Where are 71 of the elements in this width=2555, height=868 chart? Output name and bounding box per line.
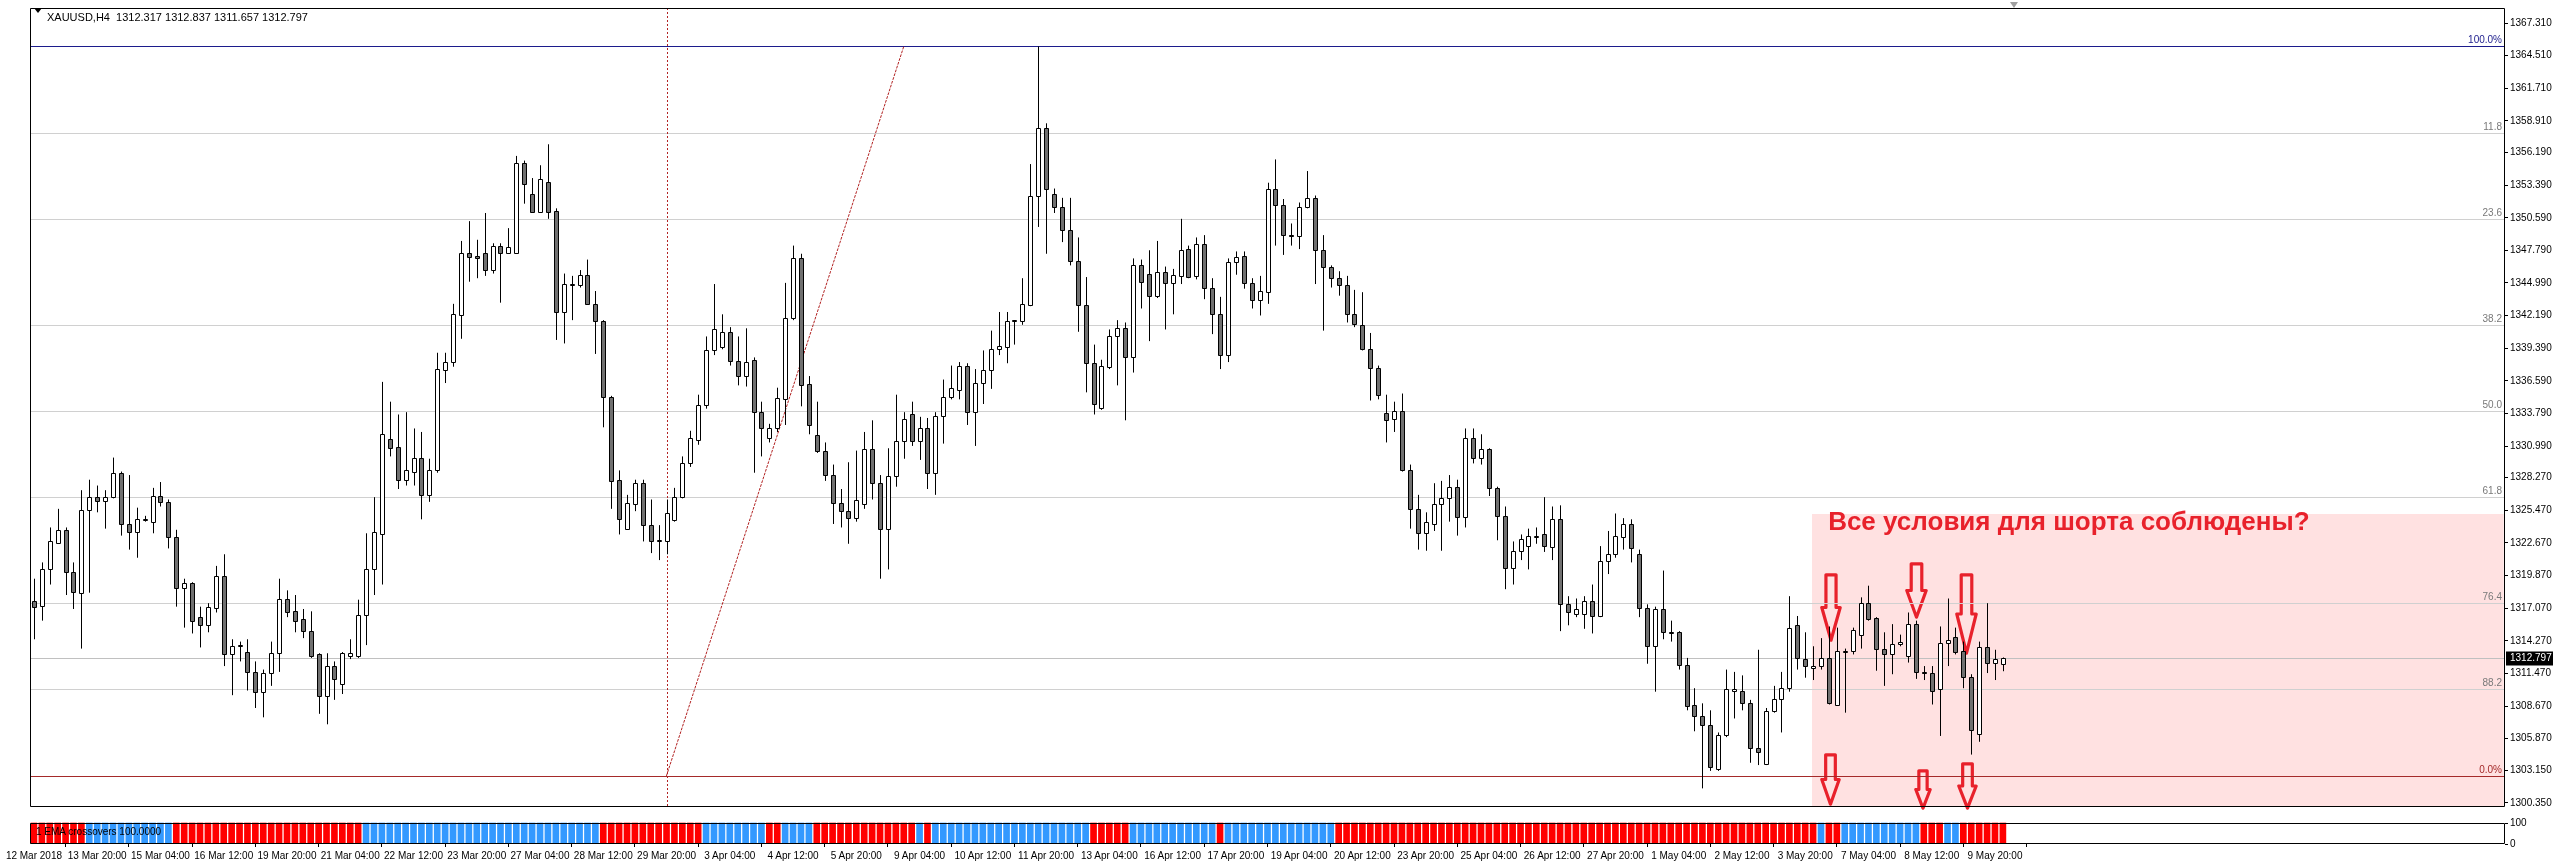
x-tick-label: 2 May 12:00 [1714, 849, 1770, 861]
x-tick-label: 13 Apr 04:00 [1080, 849, 1139, 861]
y-tick-label: 1319.870 [2510, 569, 2553, 581]
x-tick-label: 19 Mar 20:00 [257, 849, 317, 861]
annotation: 76.4 [2482, 591, 2503, 603]
y-tick-label: 1364.510 [2510, 49, 2553, 61]
y-tick-label: 1350.590 [2510, 211, 2553, 223]
y-tick-label: 1330.990 [2510, 439, 2553, 451]
x-tick-label: 16 Mar 12:00 [194, 849, 254, 861]
x-tick-label: 10 Apr 12:00 [954, 849, 1012, 861]
y-tick-label: 1333.790 [2510, 407, 2553, 419]
annotation: 23.6 [2482, 207, 2503, 219]
x-tick-label: 4 Apr 12:00 [767, 849, 820, 861]
x-tick-label: 12 Mar 2018 [5, 849, 63, 861]
x-tick-label: 8 May 12:00 [1904, 849, 1960, 861]
y-tick-label: 1325.470 [2510, 504, 2553, 516]
x-tick-label: 21 Mar 04:00 [320, 849, 381, 861]
x-tick-label: 9 May 20:00 [1967, 849, 2023, 861]
y-tick-label: 1305.870 [2510, 732, 2553, 744]
annotation: 100.0% [2468, 34, 2503, 46]
x-tick-label: 3 May 20:00 [1777, 849, 1834, 861]
x-tick-label: 3 Apr 04:00 [704, 849, 756, 861]
annotation: 88.2 [2482, 677, 2503, 689]
x-tick-label: 15 Mar 04:00 [131, 849, 191, 861]
x-tick-label: 22 Mar 12:00 [384, 849, 444, 861]
y-tick-label: 1344.990 [2510, 276, 2553, 288]
annotation: 11.8 [2483, 121, 2503, 133]
y-tick-label: 1342.190 [2510, 309, 2553, 321]
y-tick-label: 1311.470 [2510, 667, 2552, 679]
ref-line-label: 1312.797 [2510, 652, 2553, 664]
y-tick-label: 100 [2510, 816, 2528, 828]
y-tick-label: 1356.190 [2510, 146, 2553, 158]
x-tick-label: 28 Mar 12:00 [573, 849, 634, 861]
x-tick-label: 1 May 04:00 [1651, 849, 1707, 861]
y-tick-label: 1308.670 [2510, 699, 2553, 711]
y-tick-label: 0 [2510, 837, 2516, 849]
annotation: 50.0 [2482, 399, 2503, 411]
y-tick-label: 1336.590 [2510, 374, 2553, 386]
x-tick-label: 11 Apr 20:00 [1018, 849, 1075, 861]
x-tick-label: 19 Apr 04:00 [1270, 849, 1328, 861]
x-tick-label: 27 Apr 20:00 [1587, 849, 1645, 861]
x-tick-label: 27 Mar 04:00 [510, 849, 570, 861]
annotation: 0.0% [2479, 764, 2503, 776]
x-tick-label: 23 Mar 20:00 [447, 849, 507, 861]
y-tick-label: 1367.310 [2510, 16, 2553, 28]
x-tick-label: 16 Apr 12:00 [1144, 849, 1202, 861]
x-tick-label: 20 Apr 12:00 [1334, 849, 1392, 861]
y-tick-label: 1361.710 [2510, 82, 2553, 93]
y-tick-label: 1353.390 [2510, 178, 2553, 190]
annotation: Все условия для шорта соблюдены? [1828, 506, 2310, 537]
x-tick-label: 29 Mar 20:00 [637, 849, 697, 861]
x-tick-label: 23 Apr 20:00 [1397, 849, 1455, 861]
x-tick-label: 9 Apr 04:00 [894, 849, 946, 861]
x-tick-label: 17 Apr 20:00 [1207, 849, 1265, 861]
y-tick-label: 1300.350 [2510, 796, 2553, 808]
x-tick-label: 26 Apr 12:00 [1523, 849, 1581, 861]
x-tick-label: 13 Mar 20:00 [67, 849, 128, 861]
y-tick-label: 1314.270 [2510, 634, 2553, 646]
x-tick-label: 5 Apr 20:00 [830, 849, 883, 861]
x-tick-label: 25 Apr 04:00 [1460, 849, 1518, 861]
y-tick-label: 1317.070 [2510, 601, 2553, 613]
y-tick-label: 1328.270 [2510, 471, 2553, 483]
y-tick-label: 1322.670 [2510, 536, 2553, 548]
y-tick-label: 1358.910 [2510, 114, 2553, 126]
x-tick-label: 7 May 04:00 [1840, 849, 1897, 861]
chart-title: XAUUSD,H4 1312.317 1312.837 1311.657 1312.797 [47, 10, 308, 23]
y-tick-label: 1339.390 [2510, 341, 2553, 353]
y-tick-label: 1303.150 [2510, 764, 2553, 776]
annotation: 61.8 [2482, 485, 2503, 497]
y-tick-label: 1347.790 [2510, 244, 2553, 256]
annotation: 38.2 [2482, 313, 2503, 325]
